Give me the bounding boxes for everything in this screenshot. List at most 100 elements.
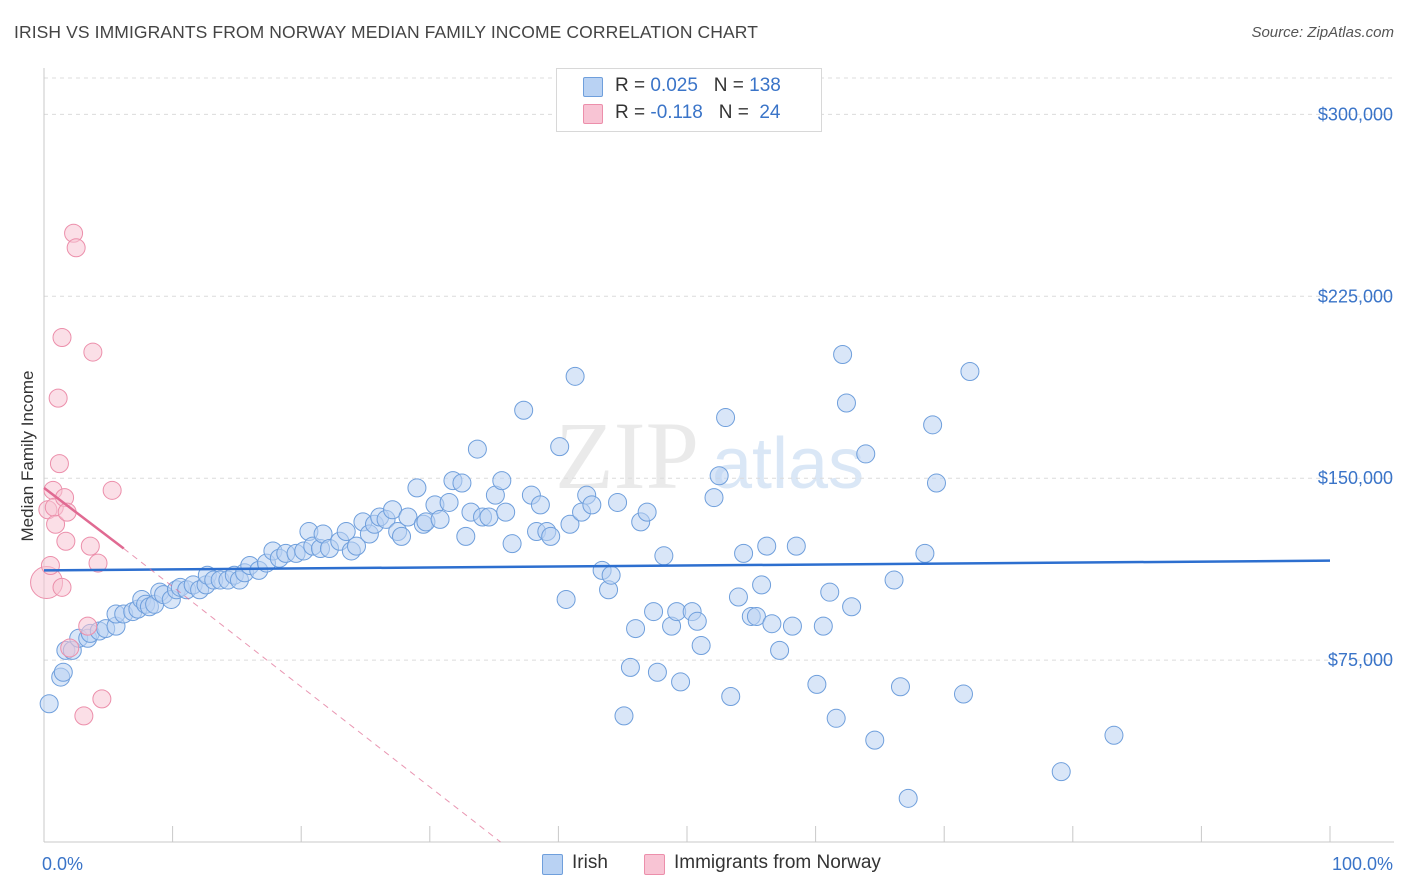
legend-swatch-norway [583, 104, 603, 124]
point-irish [1104, 725, 1124, 745]
point-irish [637, 502, 657, 522]
legend-n-label: N = [718, 102, 755, 123]
point-norway [92, 689, 112, 709]
y-tick-label: $300,000 [1318, 104, 1393, 124]
stats-legend: R = 0.025 N = 138 R = -0.118 N = 24 [556, 68, 822, 132]
point-irish [39, 694, 59, 714]
point-irish [833, 344, 853, 364]
point-irish [842, 597, 862, 617]
point-irish [782, 616, 802, 636]
point-irish [884, 570, 904, 590]
bottom-legend-label-irish: Irish [572, 852, 608, 873]
point-irish [644, 602, 664, 622]
point-norway [74, 706, 94, 726]
point-norway [78, 616, 98, 636]
y-axis-label: Median Family Income [18, 370, 37, 541]
bottom-legend-label-norway: Immigrants from Norway [674, 852, 881, 873]
point-norway [60, 638, 80, 658]
point-irish [704, 488, 724, 508]
point-irish [865, 730, 885, 750]
point-irish [836, 393, 856, 413]
x-tick-label: 0.0% [42, 854, 83, 874]
legend-swatch-irish [583, 77, 603, 97]
point-irish [560, 514, 580, 534]
point-irish [687, 611, 707, 631]
series-irish-points [39, 344, 1124, 808]
point-irish [492, 471, 512, 491]
point-irish [608, 492, 628, 512]
legend-row-irish: R = 0.025 N = 138 [583, 75, 781, 99]
point-irish [746, 606, 766, 626]
y-tick-label: $225,000 [1318, 286, 1393, 306]
point-irish [654, 546, 674, 566]
point-norway [66, 238, 86, 258]
point-irish [890, 677, 910, 697]
point-irish [556, 589, 576, 609]
point-irish [502, 534, 522, 554]
y-tick-label: $150,000 [1318, 468, 1393, 488]
point-irish [336, 522, 356, 542]
point-irish [813, 616, 833, 636]
point-irish [620, 657, 640, 677]
point-irish [439, 492, 459, 512]
point-irish [550, 437, 570, 457]
point-irish [53, 662, 73, 682]
point-irish [786, 536, 806, 556]
watermark-zip: ZIP [555, 402, 699, 509]
point-norway [83, 342, 103, 362]
legend-n-value: 24 [754, 102, 781, 123]
point-irish [601, 565, 621, 585]
point-irish [541, 526, 561, 546]
x-tick-label: 100.0% [1332, 854, 1393, 874]
point-irish [456, 526, 476, 546]
point-irish [915, 543, 935, 563]
point-irish [953, 684, 973, 704]
point-norway [49, 454, 69, 474]
point-norway [52, 328, 72, 348]
point-irish [407, 478, 427, 498]
point-norway [80, 536, 100, 556]
legend-r-value: -0.118 [650, 102, 703, 123]
bottom-legend-swatch-norway [644, 854, 665, 875]
point-irish [614, 706, 634, 726]
y-tick-label: $75,000 [1328, 650, 1393, 670]
point-irish [430, 509, 450, 529]
point-irish [752, 575, 772, 595]
point-irish [716, 408, 736, 428]
legend-r-label: R = [615, 102, 651, 123]
bottom-legend-swatch-irish [542, 854, 563, 875]
point-irish [467, 439, 487, 459]
point-irish [383, 500, 403, 520]
point-irish [398, 507, 418, 527]
source-credit: Source: ZipAtlas.com [1251, 24, 1394, 41]
point-irish [721, 686, 741, 706]
point-irish [807, 674, 827, 694]
point-irish [479, 507, 499, 527]
trend-line-irish [43, 559, 1331, 572]
tick-labels: $75,000 $150,000 $225,000 $300,000 0.0% 100.0… [42, 104, 1393, 874]
point-norway [88, 553, 108, 573]
point-irish [762, 614, 782, 634]
legend-row-norway: R = -0.118 N = 24 [583, 102, 780, 126]
trend-line-norway-extension [123, 548, 501, 843]
point-irish [709, 466, 729, 486]
point-irish [647, 662, 667, 682]
point-irish [582, 495, 602, 515]
point-irish [392, 526, 412, 546]
point-irish [346, 536, 366, 556]
trend-line-norway [43, 486, 125, 550]
point-norway [46, 514, 66, 534]
point-irish [734, 543, 754, 563]
point-irish [923, 415, 943, 435]
trend-lines [43, 486, 1331, 843]
point-irish [728, 587, 748, 607]
point-irish [514, 400, 534, 420]
point-irish [856, 444, 876, 464]
axes [43, 68, 1394, 843]
point-irish [757, 536, 777, 556]
point-irish [496, 502, 516, 522]
point-irish [530, 495, 550, 515]
legend-r-label: R = [615, 75, 651, 96]
point-norway [56, 531, 76, 551]
